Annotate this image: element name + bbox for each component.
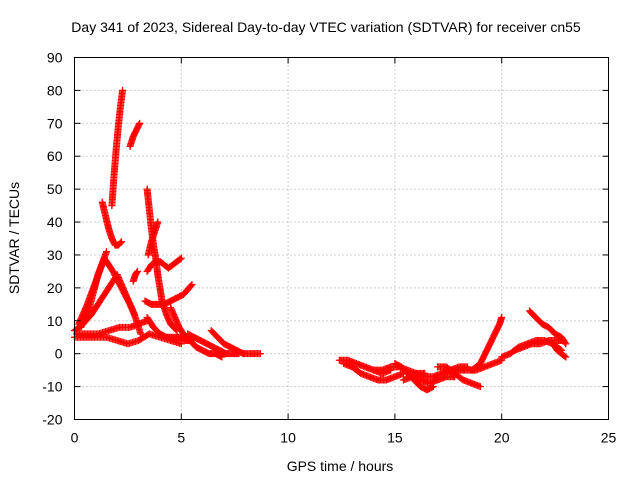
data-point bbox=[103, 248, 111, 256]
series-pass-5 bbox=[77, 248, 111, 331]
series-pass-7 bbox=[108, 86, 127, 210]
series-pass-9 bbox=[129, 267, 142, 285]
data-point bbox=[562, 340, 570, 348]
data-point bbox=[562, 353, 570, 361]
y-tick-label: 30 bbox=[47, 247, 63, 263]
y-tick-label: 60 bbox=[47, 148, 63, 164]
series-pass-18 bbox=[239, 350, 264, 358]
series-pass-6 bbox=[98, 198, 125, 249]
y-tick-label: 80 bbox=[47, 82, 63, 98]
series-pass-32 bbox=[549, 340, 570, 361]
data-point bbox=[136, 119, 144, 127]
series-pass-27 bbox=[446, 356, 506, 377]
data-point bbox=[218, 353, 226, 361]
data-point bbox=[476, 383, 484, 391]
series-pass-12 bbox=[143, 254, 185, 275]
y-tick-label: 70 bbox=[47, 115, 63, 131]
x-tick-label: 15 bbox=[387, 430, 403, 446]
y-tick-label: 40 bbox=[47, 214, 63, 230]
data-point bbox=[498, 313, 506, 321]
y-tick-label: -20 bbox=[42, 412, 62, 428]
series-pass-8 bbox=[126, 119, 144, 150]
x-tick-label: 5 bbox=[177, 430, 185, 446]
series-pass-21 bbox=[340, 360, 407, 384]
grid bbox=[74, 57, 609, 420]
data-point bbox=[256, 350, 264, 358]
data-point bbox=[561, 338, 569, 346]
data-point bbox=[133, 269, 141, 277]
y-tick-label: 0 bbox=[55, 346, 63, 362]
axis-ticks: 0 5 10 15 20 25 -20 -10 0 10 20 30 40 50 60 70 80 90 bbox=[42, 50, 616, 446]
data-point bbox=[217, 352, 225, 360]
y-tick-label: 90 bbox=[47, 50, 63, 66]
data-point bbox=[130, 310, 138, 318]
chart-title: Day 341 of 2023, Sidereal Day-to-day VTE… bbox=[71, 19, 581, 35]
x-tick-label: 25 bbox=[601, 430, 617, 446]
series-pass-30 bbox=[511, 337, 568, 354]
y-axis-label: SDTVAR / TECUs bbox=[6, 182, 22, 294]
data-point bbox=[154, 218, 162, 226]
series-pass-13 bbox=[141, 281, 196, 308]
x-axis-label: GPS time / hours bbox=[287, 458, 394, 474]
x-tick-label: 20 bbox=[494, 430, 510, 446]
series-pass-28 bbox=[468, 313, 506, 374]
data-point bbox=[137, 330, 145, 338]
data-point bbox=[117, 238, 125, 246]
y-tick-label: 10 bbox=[47, 313, 63, 329]
data-point bbox=[116, 239, 124, 247]
series-pass-19 bbox=[192, 343, 226, 361]
data-point bbox=[176, 255, 184, 263]
data-marks bbox=[71, 86, 570, 394]
x-tick-label: 10 bbox=[280, 430, 296, 446]
y-tick-label: 20 bbox=[47, 280, 63, 296]
data-point bbox=[561, 352, 569, 360]
plot-frame bbox=[74, 57, 609, 420]
y-tick-label: -10 bbox=[42, 379, 62, 395]
series-pass-31 bbox=[525, 307, 570, 348]
data-point bbox=[134, 267, 142, 275]
y-tick-label: 50 bbox=[47, 181, 63, 197]
x-tick-label: 0 bbox=[71, 430, 79, 446]
data-point bbox=[119, 86, 127, 94]
data-point bbox=[177, 254, 185, 262]
data-point bbox=[187, 282, 195, 290]
series-pass-11 bbox=[144, 218, 162, 259]
data-point bbox=[188, 281, 196, 289]
